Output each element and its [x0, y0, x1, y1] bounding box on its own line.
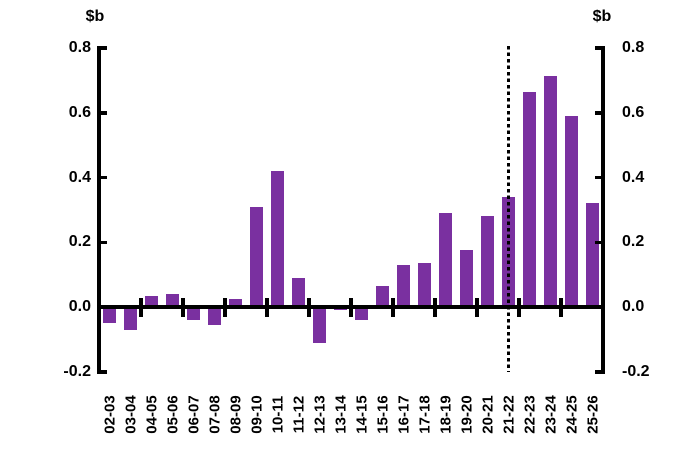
- right-y-tick: [595, 111, 603, 115]
- bar: [166, 294, 179, 307]
- x-axis-tick: [601, 297, 605, 317]
- bar: [460, 250, 473, 307]
- x-axis-category-label: 15-16: [374, 395, 391, 434]
- right-y-tick: [595, 370, 603, 374]
- bar: [565, 115, 578, 307]
- x-axis-category-label: 09-10: [248, 395, 265, 434]
- bar: [397, 264, 410, 307]
- bar: [229, 298, 242, 307]
- x-axis-tick: [181, 297, 185, 317]
- left-y-tick-label: 0.2: [68, 233, 91, 251]
- right-y-tick: [595, 240, 603, 244]
- bar: [250, 206, 263, 307]
- x-axis-category-label: 20-21: [479, 395, 496, 434]
- bar: [103, 307, 116, 324]
- left-y-axis: [97, 46, 101, 374]
- bar: [523, 91, 536, 307]
- bar: [586, 203, 599, 307]
- bar: [124, 307, 137, 330]
- x-axis-tick: [139, 297, 143, 317]
- left-y-tick: [99, 111, 107, 115]
- x-axis-tick: [307, 297, 311, 317]
- x-axis-category-label: 03-04: [122, 395, 139, 434]
- right-y-tick-label: 0.8: [622, 39, 645, 56]
- bar: [418, 263, 431, 307]
- right-axis-unit-label: $b: [592, 8, 612, 25]
- x-axis-category-label: 25-26: [584, 395, 601, 434]
- x-axis-tick: [349, 297, 353, 317]
- x-axis-category-label: 16-17: [395, 395, 412, 434]
- x-axis-category-label: 17-18: [416, 395, 433, 434]
- bar: [376, 285, 389, 307]
- x-axis-category-label: 18-19: [437, 395, 454, 434]
- x-axis-category-label: 08-09: [227, 395, 244, 434]
- right-y-tick-label: -0.2: [622, 362, 650, 380]
- x-axis-tick: [265, 297, 269, 317]
- x-axis-tick: [559, 297, 563, 317]
- x-axis-category-label: 02-03: [101, 395, 118, 434]
- x-axis-category-label: 07-08: [206, 395, 223, 434]
- bar: [187, 307, 200, 320]
- x-axis-tick: [433, 297, 437, 317]
- x-axis-category-label: 14-15: [353, 395, 370, 434]
- x-axis-category-label: 13-14: [332, 395, 349, 434]
- right-y-tick: [595, 175, 603, 180]
- bar: [355, 307, 368, 320]
- right-y-tick: [595, 46, 603, 50]
- x-axis-category-label: 22-23: [521, 395, 538, 434]
- right-y-tick-label: 0.4: [622, 168, 645, 186]
- bar: [145, 295, 158, 307]
- x-axis-category-label: 11-12: [290, 395, 307, 434]
- left-y-tick-label: 0.8: [68, 39, 91, 56]
- x-axis-tick: [517, 297, 521, 317]
- bar: [271, 171, 284, 307]
- x-axis-category-label: 10-11: [269, 395, 286, 434]
- x-axis-category-label: 04-05: [143, 395, 160, 434]
- dotted-divider-line: [507, 46, 510, 372]
- left-y-tick-label: 0.0: [68, 298, 91, 315]
- x-axis-category-label: 24-25: [563, 395, 580, 434]
- bar: [208, 307, 221, 325]
- right-y-tick-label: 0.0: [622, 298, 645, 315]
- x-axis-category-label: 21-22: [500, 395, 517, 434]
- left-y-tick: [99, 370, 107, 374]
- right-y-tick-label: 0.6: [622, 103, 645, 121]
- x-axis-category-label: 05-06: [164, 395, 181, 434]
- x-axis-tick: [223, 297, 227, 317]
- x-axis-category-label: 06-07: [185, 395, 202, 434]
- right-y-tick-label: 0.2: [622, 233, 645, 251]
- x-axis-tick: [97, 297, 101, 317]
- left-y-tick-label: 0.6: [68, 103, 91, 121]
- left-y-tick-label: -0.2: [63, 362, 91, 380]
- left-y-tick: [99, 175, 107, 180]
- x-axis-category-label: 12-13: [311, 395, 328, 434]
- x-axis-category-label: 23-24: [542, 395, 559, 434]
- bar: [439, 213, 452, 307]
- left-y-tick: [99, 46, 107, 50]
- bar: [544, 75, 557, 307]
- bar: [313, 307, 326, 343]
- x-axis-tick: [475, 297, 479, 317]
- bar: [481, 216, 494, 307]
- x-axis-tick: [391, 297, 395, 317]
- right-y-axis: [601, 46, 605, 374]
- x-axis-category-label: 19-20: [458, 395, 475, 434]
- left-y-tick: [99, 240, 107, 244]
- left-axis-unit-label: $b: [85, 8, 105, 25]
- bar: [292, 277, 305, 307]
- left-y-tick-label: 0.4: [68, 168, 91, 186]
